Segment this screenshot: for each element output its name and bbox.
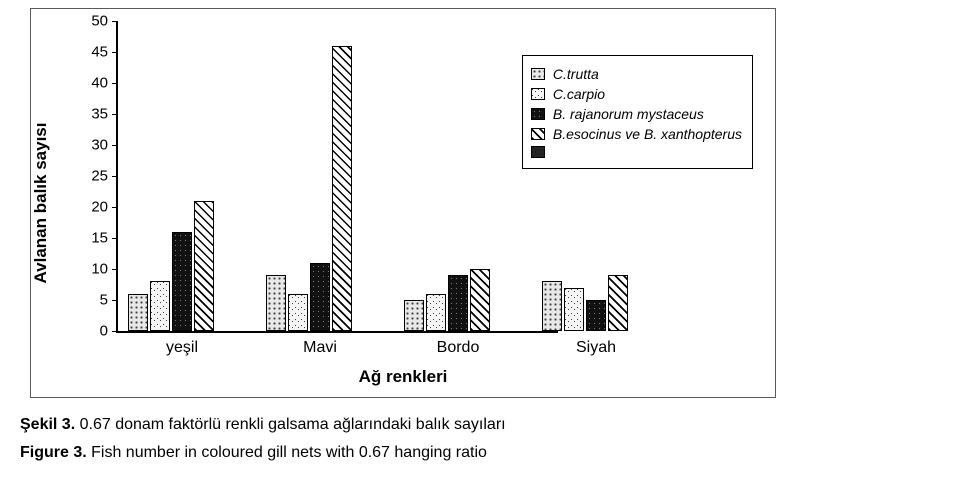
x-category-label: Bordo bbox=[437, 331, 480, 357]
caption-turkish-bold: Şekil 3. bbox=[20, 416, 75, 433]
caption-english-rest: Fish number in coloured gill nets with 0… bbox=[87, 444, 487, 461]
legend-label: C.trutta bbox=[553, 66, 599, 82]
y-tick-label: 10 bbox=[91, 261, 118, 278]
bar bbox=[608, 275, 628, 331]
bar bbox=[172, 232, 192, 331]
legend-row: B.esocinus ve B. xanthopterus bbox=[531, 126, 742, 142]
y-tick-label: 0 bbox=[100, 323, 118, 340]
x-category-label: Siyah bbox=[576, 331, 616, 357]
legend-row bbox=[531, 146, 742, 158]
y-axis-label: Avlanan balık sayısı bbox=[31, 123, 51, 284]
y-tick-label: 50 bbox=[91, 13, 118, 30]
y-tick-label: 25 bbox=[91, 168, 118, 185]
bar bbox=[288, 294, 308, 331]
bar bbox=[128, 294, 148, 331]
y-tick-label: 15 bbox=[91, 230, 118, 247]
chart-frame: Avlanan balık sayısı 0510152025303540455… bbox=[30, 8, 776, 398]
x-category-label: yeşil bbox=[166, 331, 198, 357]
legend-label: C.carpio bbox=[553, 86, 605, 102]
y-tick-label: 30 bbox=[91, 137, 118, 154]
legend-row: C.trutta bbox=[531, 66, 742, 82]
captions: Şekil 3. 0.67 donam faktörlü renkli gals… bbox=[20, 416, 960, 462]
legend-row: C.carpio bbox=[531, 86, 742, 102]
legend-swatch bbox=[531, 128, 545, 140]
caption-turkish: Şekil 3. 0.67 donam faktörlü renkli gals… bbox=[20, 416, 960, 434]
bar bbox=[332, 46, 352, 331]
bar bbox=[448, 275, 468, 331]
legend-swatch bbox=[531, 88, 545, 100]
bar bbox=[194, 201, 214, 331]
bar bbox=[470, 269, 490, 331]
y-tick-label: 35 bbox=[91, 106, 118, 123]
legend-label: B.esocinus ve B. xanthopterus bbox=[553, 126, 742, 142]
bar bbox=[404, 300, 424, 331]
legend-swatch bbox=[531, 146, 545, 158]
legend-row: B. rajanorum mystaceus bbox=[531, 106, 742, 122]
bar bbox=[542, 281, 562, 331]
bar bbox=[564, 288, 584, 331]
y-tick-label: 40 bbox=[91, 75, 118, 92]
legend: C.trutta C.carpio B. rajanorum mystaceus B.… bbox=[522, 55, 753, 169]
bar bbox=[150, 281, 170, 331]
caption-english: Figure 3. Fish number in coloured gill n… bbox=[20, 444, 960, 462]
bar bbox=[426, 294, 446, 331]
x-category-label: Mavi bbox=[303, 331, 337, 357]
caption-turkish-rest: 0.67 donam faktörlü renkli galsama ağlar… bbox=[75, 416, 505, 433]
x-axis-label: Ağ renkleri bbox=[359, 367, 448, 387]
plot-area: 05101520253035404550 yeşilMaviBordoSiyah bbox=[116, 21, 558, 333]
y-tick-label: 5 bbox=[100, 292, 118, 309]
legend-swatch bbox=[531, 68, 545, 80]
caption-english-bold: Figure 3. bbox=[20, 444, 87, 461]
bar bbox=[266, 275, 286, 331]
legend-swatch bbox=[531, 108, 545, 120]
bar bbox=[310, 263, 330, 331]
y-tick-label: 45 bbox=[91, 44, 118, 61]
y-tick-label: 20 bbox=[91, 199, 118, 216]
legend-label: B. rajanorum mystaceus bbox=[553, 106, 704, 122]
page: { "chart": { "type": "bar", "ylabel": "A… bbox=[0, 0, 976, 500]
bar bbox=[586, 300, 606, 331]
bars-layer bbox=[118, 21, 558, 331]
